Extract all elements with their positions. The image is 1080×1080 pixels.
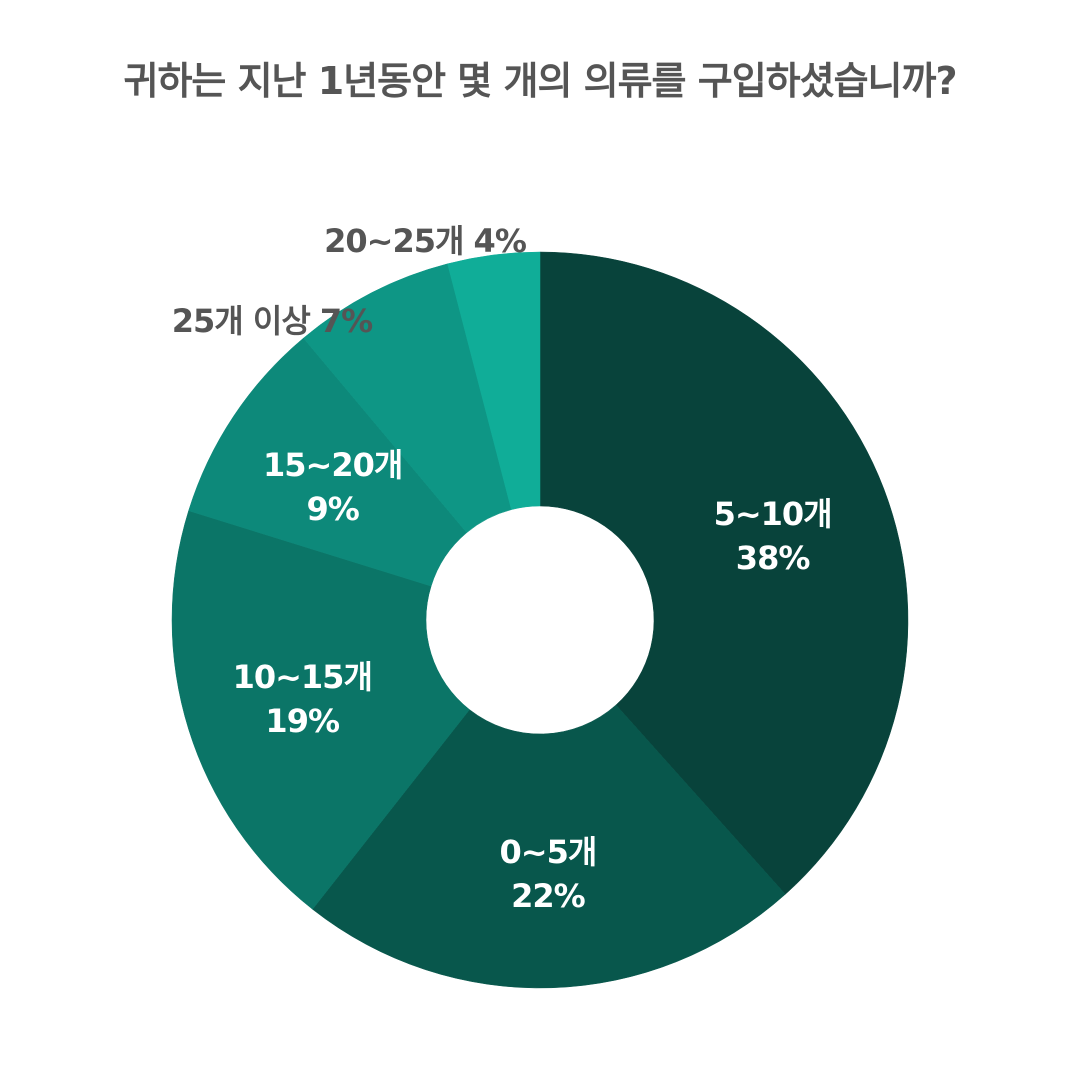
- donut-slice: [447, 251, 541, 510]
- donut-slice: [303, 263, 512, 534]
- slice-label: 5~10개: [714, 495, 832, 533]
- slice-value-label: 19%: [265, 702, 340, 740]
- slice-label: 15~20개: [263, 446, 402, 484]
- slice-value-label: 38%: [736, 539, 811, 577]
- donut-slice: [188, 337, 468, 587]
- donut-slice: [539, 251, 909, 895]
- slice-value-label: 9%: [307, 490, 360, 528]
- slice-outside-label: 20~25개 4%: [324, 222, 527, 260]
- donut-slice: [171, 510, 470, 910]
- slice-label: 0~5개: [500, 833, 597, 871]
- slice-outside-label: 25개 이상 7%: [172, 302, 373, 340]
- donut-slice: [312, 704, 786, 989]
- chart-title: 귀하는 지난 1년동안 몇 개의 의류를 구입하셨습니까?: [123, 59, 957, 103]
- slice-label: 10~15개: [233, 658, 372, 696]
- slice-value-label: 22%: [511, 877, 586, 915]
